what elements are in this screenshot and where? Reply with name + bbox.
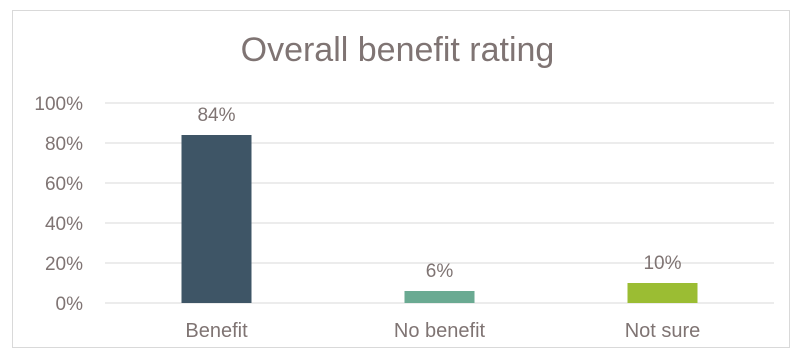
data-label: 84% bbox=[197, 105, 235, 126]
x-category-label: Not sure bbox=[625, 320, 701, 342]
bar-no-benefit bbox=[404, 291, 475, 303]
data-label: 10% bbox=[643, 253, 681, 274]
chart-title: Overall benefit rating bbox=[240, 31, 555, 69]
bar-benefit bbox=[181, 135, 252, 303]
y-tick-label: 80% bbox=[45, 134, 83, 155]
x-category-label: No benefit bbox=[394, 320, 486, 342]
x-category-label: Benefit bbox=[185, 320, 248, 342]
data-label: 6% bbox=[426, 261, 454, 282]
data-labels: 84% 6% 10% bbox=[197, 105, 681, 282]
y-tick-label: 20% bbox=[45, 254, 83, 275]
y-tick-label: 40% bbox=[45, 214, 83, 235]
y-tick-label: 60% bbox=[45, 174, 83, 195]
bars bbox=[181, 135, 698, 303]
y-tick-label: 100% bbox=[34, 94, 83, 115]
y-tick-label: 0% bbox=[56, 294, 84, 315]
x-axis-categories: Benefit No benefit Not sure bbox=[185, 320, 700, 342]
y-axis-ticks: 0% 20% 40% 60% 80% 100% bbox=[34, 94, 83, 315]
bar-not-sure bbox=[627, 283, 698, 303]
